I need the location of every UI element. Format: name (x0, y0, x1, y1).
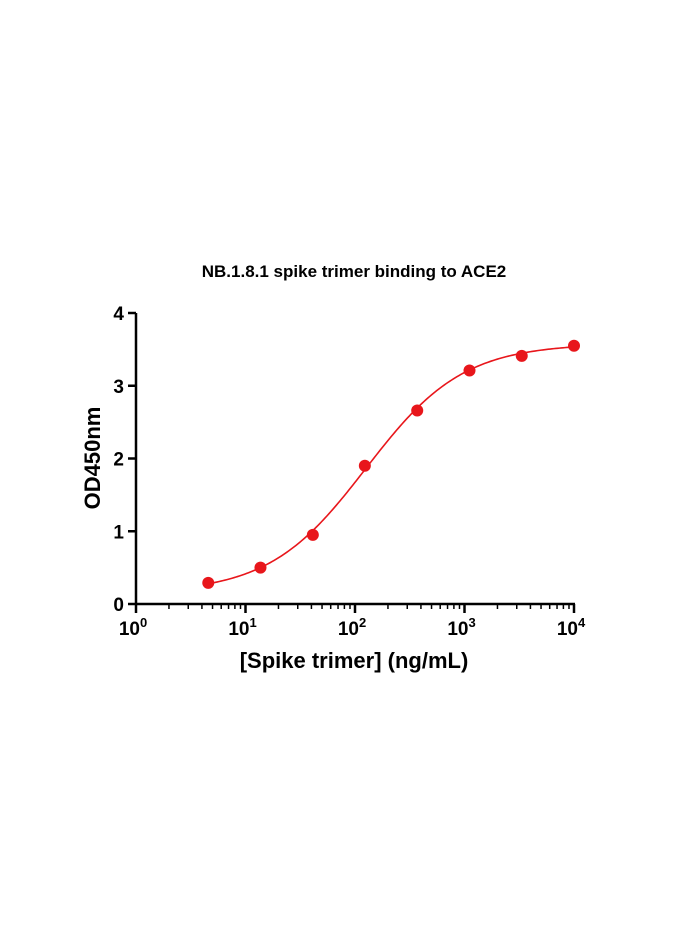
x-axis: 100 101 102 103 104 (119, 602, 586, 640)
x-tick-label: 103 (447, 615, 475, 640)
data-point (358, 459, 371, 472)
x-tick-label: 101 (228, 615, 256, 640)
x-tick-label: 104 (557, 615, 586, 640)
data-point (254, 561, 267, 574)
data-point (568, 339, 580, 352)
data-point (306, 528, 319, 541)
y-axis: 0 1 2 3 4 (113, 304, 138, 616)
y-tick-label: 4 (113, 304, 124, 325)
x-tick-label: 100 (119, 615, 147, 640)
data-point (202, 576, 215, 589)
x-tick-label: 102 (338, 615, 366, 640)
x-axis-title: [Spike trimer] (ng/mL) (240, 648, 469, 673)
y-axis-title: OD450nm (80, 407, 105, 510)
fit-curve (208, 346, 575, 585)
data-points (202, 339, 580, 589)
y-tick-label: 1 (113, 522, 124, 543)
chart-title: NB.1.8.1 spike trimer binding to ACE2 (202, 262, 507, 281)
y-tick-label: 0 (113, 595, 124, 616)
data-point (463, 364, 476, 377)
y-tick-label: 2 (113, 450, 124, 471)
data-point (411, 404, 424, 417)
data-point (515, 349, 528, 362)
y-tick-label: 3 (113, 377, 124, 398)
